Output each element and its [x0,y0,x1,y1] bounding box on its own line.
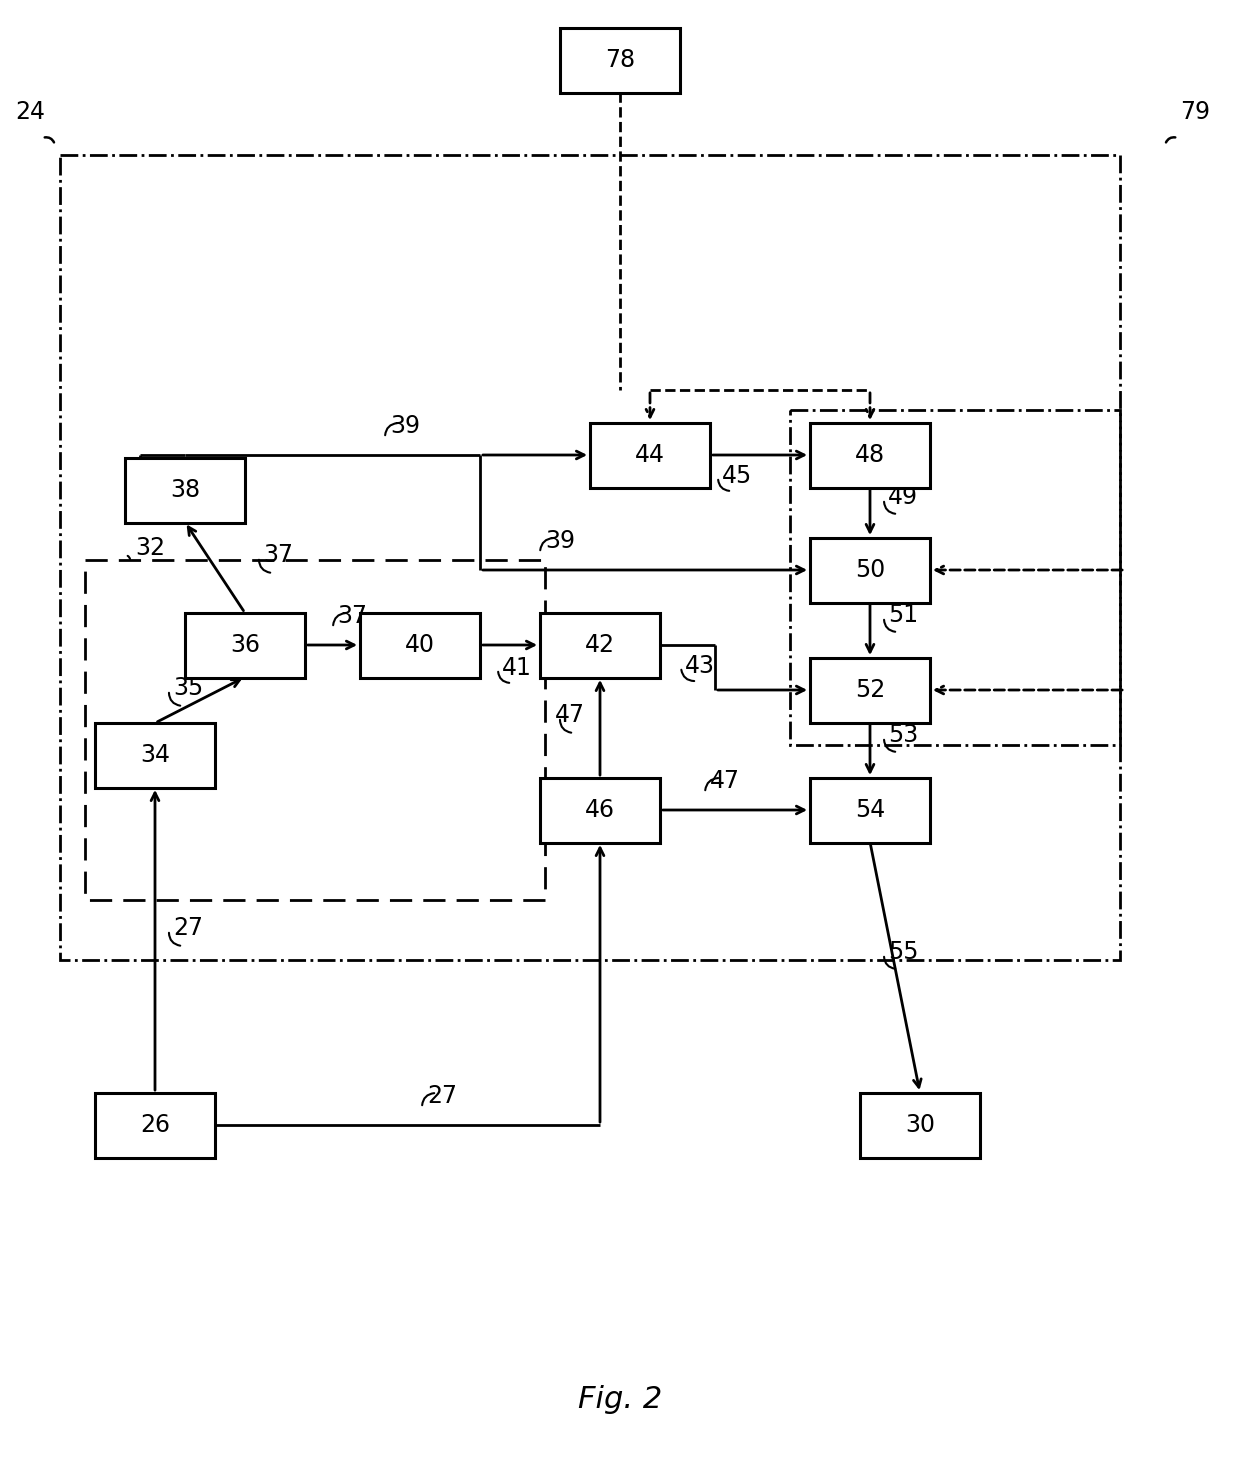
Text: Fig. 2: Fig. 2 [578,1385,662,1415]
Bar [810,422,930,488]
Bar [60,155,1120,960]
Text: 40: 40 [405,633,435,656]
Text: 45: 45 [722,465,753,488]
Text: 53: 53 [888,723,919,746]
Text: 46: 46 [585,798,615,822]
Text: 52: 52 [854,678,885,702]
Text: 79: 79 [1180,100,1210,124]
Text: 50: 50 [854,558,885,583]
Text: 26: 26 [140,1114,170,1137]
Text: 49: 49 [888,485,918,509]
Bar [95,1093,215,1158]
Text: 55: 55 [888,940,919,965]
Text: 34: 34 [140,743,170,767]
Bar [539,612,660,677]
Bar [86,560,546,900]
Bar [360,612,480,677]
Text: 43: 43 [684,653,715,678]
Bar [539,777,660,842]
Text: 47: 47 [556,704,585,727]
Text: 37: 37 [337,603,367,628]
Bar [861,1093,980,1158]
Bar [810,537,930,602]
Text: 27: 27 [427,1084,458,1108]
Text: 47: 47 [711,768,740,794]
Bar [560,28,680,93]
Text: 30: 30 [905,1114,935,1137]
Text: 51: 51 [888,603,918,627]
Bar [590,422,711,488]
Bar [810,658,930,723]
Text: 35: 35 [174,676,203,701]
Text: 39: 39 [546,530,575,553]
Text: 32: 32 [135,535,165,560]
Bar [125,457,246,522]
Bar [810,777,930,842]
Bar [185,612,305,677]
Text: 24: 24 [15,100,45,124]
Text: 42: 42 [585,633,615,656]
Text: 37: 37 [263,543,293,566]
Text: 44: 44 [635,442,665,468]
Text: 39: 39 [391,414,420,438]
Bar [790,410,1120,745]
Bar [95,723,215,788]
Text: 38: 38 [170,478,200,502]
Text: 41: 41 [502,656,532,680]
Text: 78: 78 [605,49,635,72]
Text: 48: 48 [854,442,885,468]
Text: 27: 27 [174,916,203,940]
Text: 36: 36 [229,633,260,656]
Text: 54: 54 [854,798,885,822]
